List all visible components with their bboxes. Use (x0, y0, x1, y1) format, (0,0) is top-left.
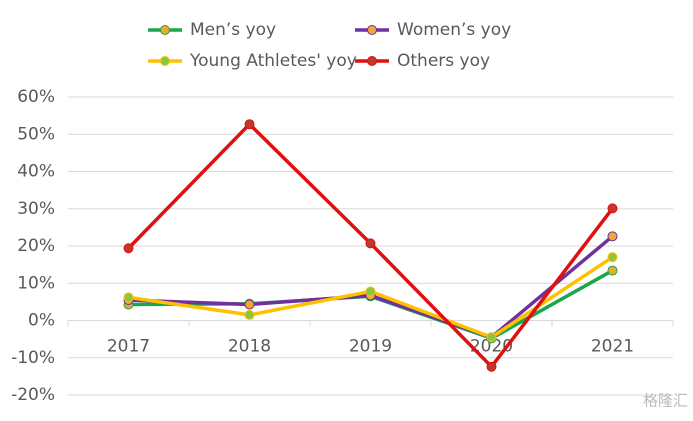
data-point (365, 286, 376, 297)
y-tick-label: 10% (17, 273, 55, 293)
data-point (486, 361, 497, 372)
data-point (607, 203, 618, 214)
watermark: 格隆汇 (643, 392, 688, 410)
x-tick-label: 2019 (349, 337, 392, 357)
legend-label: Others yoy (397, 51, 490, 71)
y-tick-label: 60% (17, 87, 55, 107)
y-tick-label: 20% (17, 236, 55, 256)
data-point (244, 309, 255, 320)
data-point (123, 243, 134, 254)
data-point (244, 299, 255, 310)
x-tick-label: 2021 (591, 337, 634, 357)
data-point (486, 332, 497, 343)
legend-marker (160, 25, 170, 35)
y-tick-label: 50% (17, 124, 55, 144)
data-point (123, 292, 134, 303)
legend-label: Men’s yoy (190, 20, 276, 40)
legend-marker (160, 56, 170, 66)
y-tick-label: -20% (11, 385, 55, 405)
y-tick-label: 30% (17, 199, 55, 219)
legend-label: Women’s yoy (397, 20, 511, 40)
x-tick-label: 2017 (107, 337, 150, 357)
data-point (365, 238, 376, 249)
y-tick-label: 0% (28, 311, 55, 331)
data-point (244, 119, 255, 130)
data-point (607, 265, 618, 276)
x-tick-label: 2018 (228, 337, 271, 357)
legend-marker (367, 25, 377, 35)
y-tick-label: -10% (11, 348, 55, 368)
data-point (607, 231, 618, 242)
data-point (607, 252, 618, 263)
legend-marker (367, 56, 377, 66)
y-tick-label: 40% (17, 162, 55, 182)
legend-label: Young Athletes' yoy (189, 51, 357, 71)
